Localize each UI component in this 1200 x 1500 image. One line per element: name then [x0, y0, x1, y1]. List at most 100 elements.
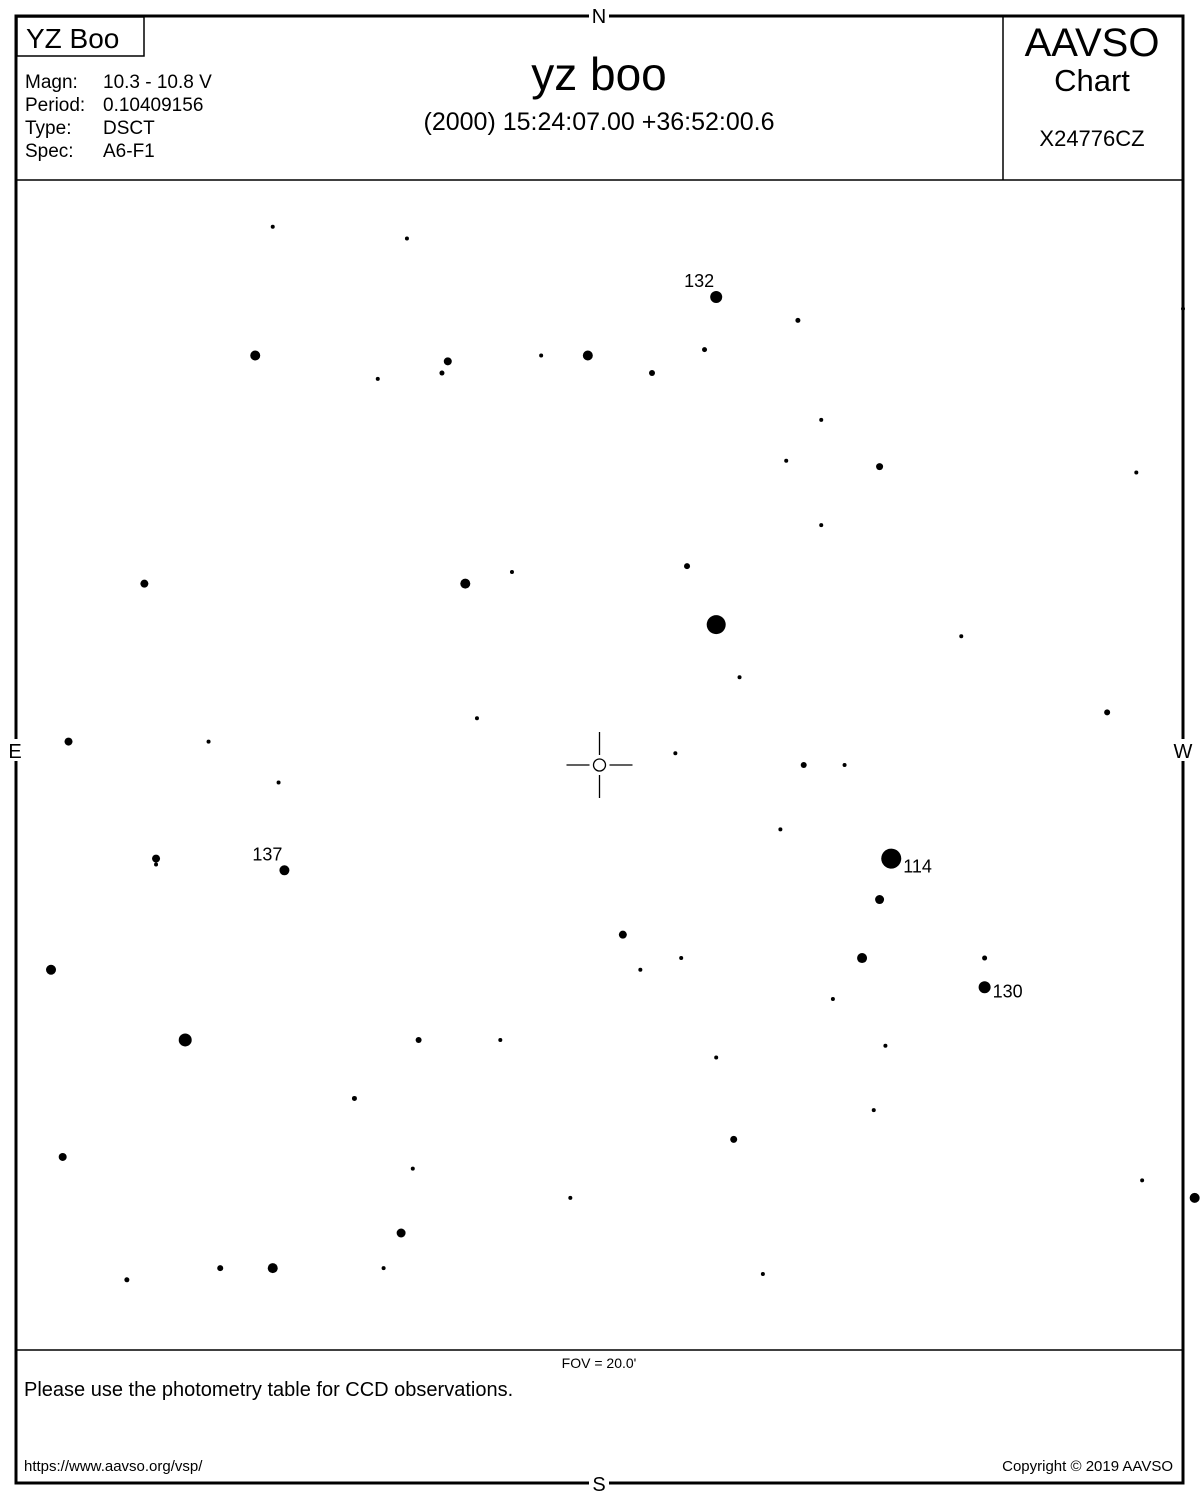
- star-32: [778, 827, 783, 832]
- spec-value: A6-F1: [103, 141, 155, 162]
- star-24: [1104, 709, 1111, 716]
- star-47: [714, 1055, 719, 1060]
- star-14: [876, 463, 884, 471]
- star-25: [474, 716, 479, 721]
- star-46: [883, 1043, 888, 1048]
- star-31: [276, 780, 281, 785]
- star-36: [46, 964, 57, 975]
- star-2: [795, 317, 801, 323]
- chart-title: yz boo: [531, 48, 667, 100]
- star-52: [410, 1166, 415, 1171]
- star-49: [871, 1108, 876, 1113]
- comparison-star-137: [279, 865, 290, 876]
- star-17: [684, 563, 691, 570]
- star-name: YZ Boo: [26, 23, 119, 54]
- star-22: [959, 634, 964, 639]
- star-43: [178, 1033, 192, 1047]
- star-name-box: [16, 16, 145, 57]
- comparison-label-137: 137: [252, 844, 282, 864]
- type-label: Type:: [25, 118, 71, 139]
- star-3: [1181, 306, 1185, 311]
- star-11: [702, 347, 708, 353]
- star-39: [638, 967, 643, 972]
- star-33: [152, 854, 161, 863]
- comparison-label-130: 130: [993, 981, 1023, 1001]
- star-42: [830, 997, 835, 1001]
- star-45: [498, 1037, 503, 1042]
- star-37: [618, 930, 627, 939]
- star-15: [1134, 470, 1139, 475]
- star-26: [64, 737, 73, 746]
- star-34: [154, 862, 159, 867]
- copyright: Copyright © 2019 AAVSO: [1002, 1458, 1173, 1475]
- star-9: [582, 350, 593, 361]
- star-59: [381, 1266, 386, 1271]
- star-38: [679, 956, 684, 961]
- star-56: [1189, 1192, 1200, 1203]
- target-marker: [566, 732, 633, 798]
- star-16: [819, 523, 824, 528]
- star-7: [375, 376, 380, 381]
- period-value: 0.10409156: [103, 95, 203, 116]
- star-60: [124, 1277, 130, 1283]
- north-label: N: [592, 6, 606, 28]
- spec-label: Spec:: [25, 141, 74, 162]
- magn-value: 10.3 - 10.8 V: [103, 72, 212, 93]
- star-28: [673, 751, 678, 756]
- star-48: [351, 1095, 357, 1101]
- fov-label: FOV = 20.0': [562, 1355, 637, 1371]
- comparison-label-132: 132: [684, 271, 714, 291]
- star-20: [140, 579, 149, 588]
- star-57: [217, 1265, 224, 1272]
- star-6: [439, 370, 445, 376]
- star-13: [784, 458, 789, 463]
- south-label: S: [592, 1474, 605, 1496]
- star-0: [270, 224, 275, 229]
- east-label: E: [8, 741, 21, 763]
- star-58: [267, 1263, 278, 1274]
- org-name: AAVSO: [1025, 21, 1160, 65]
- coordinates: (2000) 15:24:07.00 +36:52:00.6: [424, 108, 775, 136]
- period-label: Period:: [25, 95, 85, 116]
- west-mask: [1170, 739, 1196, 761]
- west-label: W: [1174, 741, 1193, 763]
- ccd-note: Please use the photometry table for CCD …: [24, 1379, 513, 1401]
- star-53: [1140, 1178, 1145, 1183]
- star-10: [649, 370, 656, 377]
- star-19: [460, 578, 471, 589]
- north-mask: [589, 6, 609, 26]
- star-41: [982, 955, 988, 961]
- star-44: [415, 1036, 422, 1043]
- star-35: [875, 895, 885, 905]
- star-field: [46, 224, 1200, 1283]
- comparison-star-132: [710, 291, 723, 303]
- east-mask: [5, 739, 25, 761]
- star-18: [509, 569, 514, 574]
- comparison-star-114: [881, 848, 902, 869]
- comparison-star-130: [978, 981, 991, 994]
- star-27: [206, 739, 211, 744]
- magn-label: Magn:: [25, 72, 78, 93]
- star-50: [730, 1135, 738, 1143]
- star-30: [842, 763, 847, 767]
- star-1: [404, 236, 409, 241]
- comparison-label-114: 114: [903, 857, 932, 877]
- star-29: [800, 762, 807, 768]
- vsp-url[interactable]: https://www.aavso.org/vsp/: [24, 1458, 203, 1475]
- star-5: [443, 357, 452, 366]
- comparison-labels: 132 114 137 130: [252, 271, 1022, 1001]
- star-12: [819, 417, 824, 422]
- star-40: [857, 953, 868, 964]
- star-51: [58, 1152, 67, 1161]
- star-4: [250, 350, 261, 361]
- star-55: [396, 1228, 406, 1238]
- star-21: [706, 615, 726, 635]
- type-value: DSCT: [103, 118, 155, 139]
- star-54: [568, 1195, 573, 1200]
- chart-id: X24776CZ: [1039, 126, 1144, 151]
- chart-word: Chart: [1054, 63, 1130, 98]
- star-8: [539, 353, 544, 358]
- south-mask: [589, 1473, 609, 1495]
- star-23: [737, 675, 742, 680]
